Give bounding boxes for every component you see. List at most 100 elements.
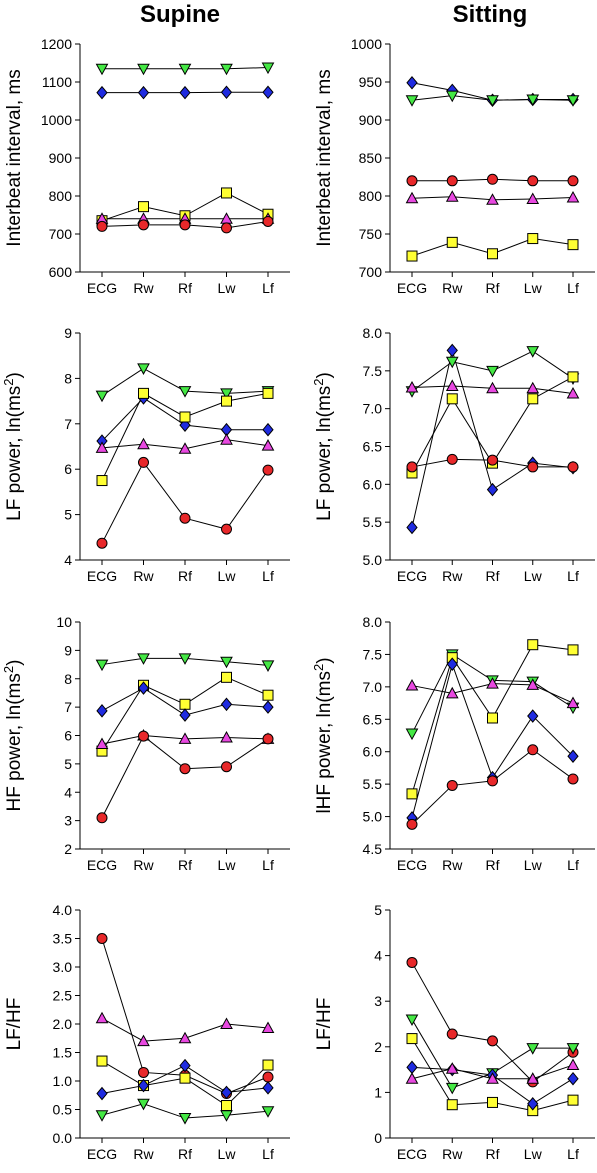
data-point-magenta	[486, 381, 499, 394]
data-point-blue	[96, 85, 108, 100]
data-point-green	[137, 653, 150, 665]
series-line-red	[411, 962, 574, 1083]
x-tick-label: Lf	[262, 280, 274, 296]
data-point-magenta	[405, 1072, 419, 1084]
chart-panel-1: 600 700 800 900 1000 1100 1200 ECG Rw Rf Lw Lf Inter…	[4, 36, 290, 296]
data-point-red	[179, 763, 191, 775]
y-tick-label: 950	[359, 74, 383, 90]
y-tick-label: 2.5	[53, 988, 73, 1004]
data-point-green	[95, 63, 109, 76]
y-axis-label: Interbeat interval, ms	[4, 69, 25, 246]
data-point-magenta	[445, 379, 459, 391]
data-point-yellow	[446, 1099, 458, 1111]
y-tick-label: 1	[374, 1084, 382, 1100]
data-point-green	[178, 386, 192, 398]
data-point-blue	[137, 681, 150, 695]
series-line-yellow	[101, 392, 269, 481]
y-tick-label: 3.0	[53, 959, 73, 975]
chart-panel-8: 0 1 2 3 4 5 ECG Rw Rf Lw Lf LF/HF	[314, 902, 595, 1162]
data-point-magenta	[566, 386, 580, 399]
x-tick-label: Lw	[524, 1146, 543, 1162]
data-point-blue	[220, 1085, 233, 1100]
data-point-magenta	[445, 190, 459, 202]
y-tick-label: 6.5	[363, 439, 383, 455]
data-point-green	[445, 90, 459, 103]
x-tick-label: Rw	[442, 857, 463, 873]
data-point-red	[446, 779, 458, 791]
x-tick-label: Lf	[567, 1146, 579, 1162]
data-point-green	[405, 1014, 419, 1026]
y-tick-label: 0.0	[53, 1130, 73, 1146]
data-point-blue	[262, 1081, 274, 1095]
data-point-red	[262, 215, 274, 227]
x-tick-label: Rf	[486, 280, 500, 296]
data-point-yellow	[487, 1096, 498, 1108]
data-point-red	[446, 453, 458, 465]
x-tick-label: Rf	[178, 280, 192, 296]
data-point-blue	[262, 85, 274, 100]
data-point-yellow	[138, 201, 149, 213]
data-point-red	[96, 933, 108, 944]
y-tick-label: 8.0	[363, 614, 383, 630]
data-point-red	[221, 761, 232, 773]
data-point-green	[486, 365, 499, 378]
data-point-red	[446, 175, 458, 187]
data-point-blue	[406, 75, 418, 90]
x-tick-label: ECG	[87, 1146, 117, 1162]
x-tick-label: Lf	[262, 568, 274, 584]
x-tick-label: Lw	[218, 568, 237, 584]
data-point-blue	[262, 700, 274, 714]
y-tick-label: 600	[49, 264, 73, 280]
data-point-magenta	[95, 441, 109, 453]
x-tick-label: Rf	[178, 857, 192, 873]
data-point-yellow	[446, 393, 458, 405]
y-tick-label: 7.0	[363, 401, 383, 417]
y-tick-label: 7	[64, 416, 72, 432]
x-tick-label: Rf	[178, 568, 192, 584]
data-point-yellow	[262, 689, 274, 701]
y-tick-label: 7.5	[363, 646, 383, 662]
series-line-red	[101, 461, 269, 544]
data-point-blue	[179, 85, 191, 100]
y-tick-label: 4.5	[363, 841, 383, 857]
data-point-magenta	[486, 677, 499, 689]
y-tick-label: 1000	[351, 36, 382, 52]
data-point-yellow	[567, 239, 579, 251]
data-point-yellow	[567, 1094, 579, 1106]
data-point-green	[261, 660, 275, 672]
data-point-yellow	[179, 698, 191, 710]
data-point-red	[487, 1035, 498, 1047]
x-tick-label: ECG	[87, 568, 117, 584]
x-tick-label: Rf	[486, 568, 500, 584]
data-point-yellow	[567, 371, 579, 383]
data-point-red	[262, 464, 274, 476]
data-point-magenta	[566, 1058, 580, 1071]
series-line-red	[101, 735, 269, 819]
data-point-red	[527, 744, 539, 756]
data-point-red	[406, 461, 418, 473]
data-point-blue	[96, 704, 108, 718]
y-tick-label: 5.0	[363, 809, 383, 825]
data-point-yellow	[262, 387, 274, 399]
data-point-red	[567, 461, 579, 473]
data-point-green	[178, 653, 192, 665]
data-point-green	[261, 62, 275, 75]
data-point-green	[261, 1106, 275, 1118]
y-tick-label: 5.0	[363, 552, 383, 568]
y-tick-label: 6.0	[363, 476, 383, 492]
x-tick-label: Rw	[442, 568, 463, 584]
data-point-yellow	[406, 1033, 418, 1045]
data-point-magenta	[178, 1031, 192, 1044]
x-tick-label: Lf	[567, 568, 579, 584]
y-tick-label: 3.5	[53, 931, 73, 947]
chart-panel-5: 2 3 4 5 6 7 8 9 10 ECG Rw Rf Lw Lf HF power, ln(ms2)	[1, 614, 290, 873]
data-point-magenta	[405, 679, 419, 691]
y-tick-label: 1000	[41, 112, 72, 128]
x-tick-label: ECG	[397, 857, 427, 873]
data-point-green	[220, 388, 233, 400]
data-point-magenta	[486, 193, 499, 205]
data-point-yellow	[487, 248, 498, 260]
data-point-magenta	[220, 1017, 233, 1029]
data-point-blue	[96, 1086, 108, 1101]
